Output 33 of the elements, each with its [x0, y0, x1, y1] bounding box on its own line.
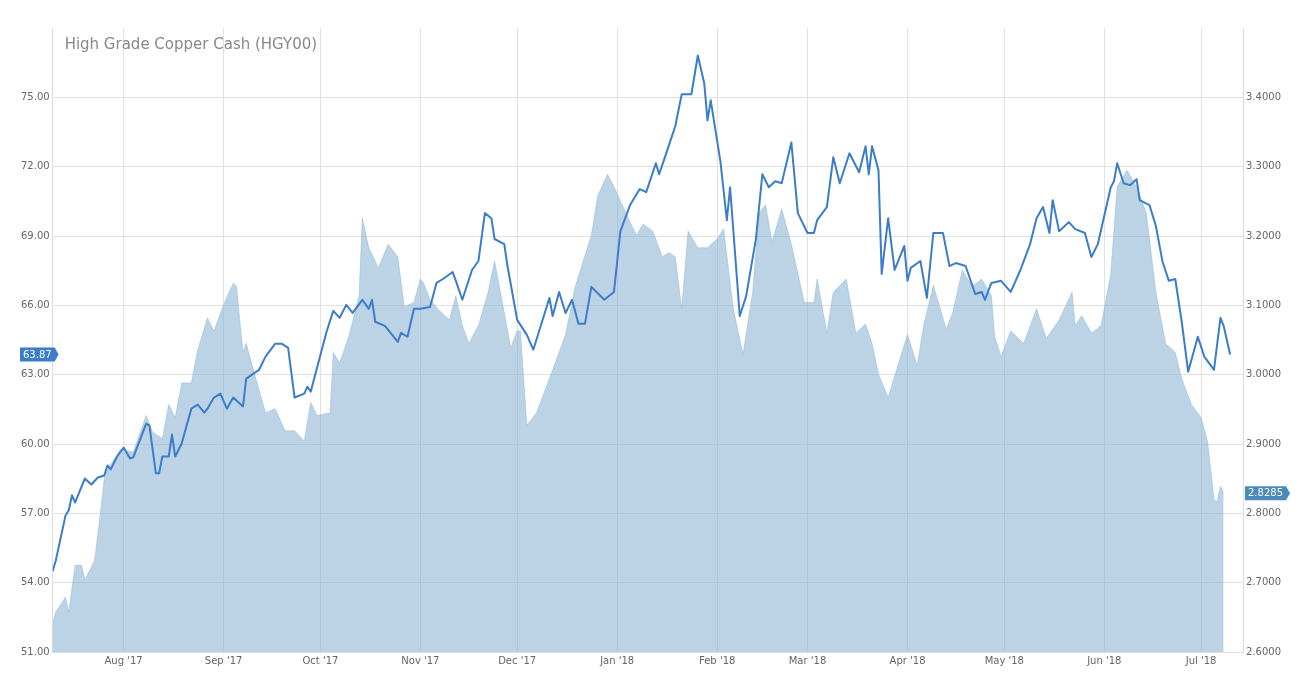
x-tick-label: Sep '17: [204, 654, 243, 666]
x-tick-label: Mar '18: [788, 654, 827, 666]
x-tick-label: May '18: [984, 654, 1024, 666]
y2-tick-label: 3.0000: [1246, 368, 1282, 380]
y2-tick-label: 2.7000: [1246, 576, 1282, 588]
x-tick-label: Jul '18: [1184, 654, 1217, 666]
y-tick-label: 57.00: [20, 506, 50, 518]
text: 63.87: [23, 348, 52, 360]
y-tick-label: 66.00: [20, 298, 50, 310]
x-tick-label: Nov '17: [401, 654, 440, 666]
text: 2.8285: [1248, 487, 1284, 499]
x-tick-label: Apr '18: [889, 654, 926, 666]
x-tick-label: Oct '17: [302, 654, 339, 666]
y-tick-label: 75.00: [20, 90, 50, 102]
y-tick-label: 63.00: [20, 368, 50, 380]
x-tick-label: Jun '18: [1086, 654, 1122, 666]
y-tick-label: 51.00: [20, 645, 50, 657]
y2-tick-label: 3.4000: [1246, 90, 1282, 102]
y2-tick-label: 2.6000: [1246, 645, 1282, 657]
x-tick-label: Dec '17: [498, 654, 537, 666]
x-tick-label: Feb '18: [699, 654, 736, 666]
text: High Grade Copper Cash (HGY00): [64, 35, 318, 54]
y-tick-label: 54.00: [20, 576, 50, 588]
x-tick-label: Aug '17: [104, 654, 143, 666]
y2-tick-label: 2.8000: [1246, 506, 1282, 518]
y2-tick-label: 3.1000: [1246, 298, 1282, 310]
x-tick-label: Jan '18: [599, 654, 635, 666]
y2-tick-label: 3.3000: [1246, 160, 1282, 172]
y-tick-label: 69.00: [20, 229, 50, 241]
y-tick-label: 72.00: [20, 160, 50, 172]
y2-tick-label: 3.2000: [1246, 229, 1282, 241]
y-tick-label: 60.00: [20, 437, 50, 449]
y2-tick-label: 2.9000: [1246, 437, 1282, 449]
